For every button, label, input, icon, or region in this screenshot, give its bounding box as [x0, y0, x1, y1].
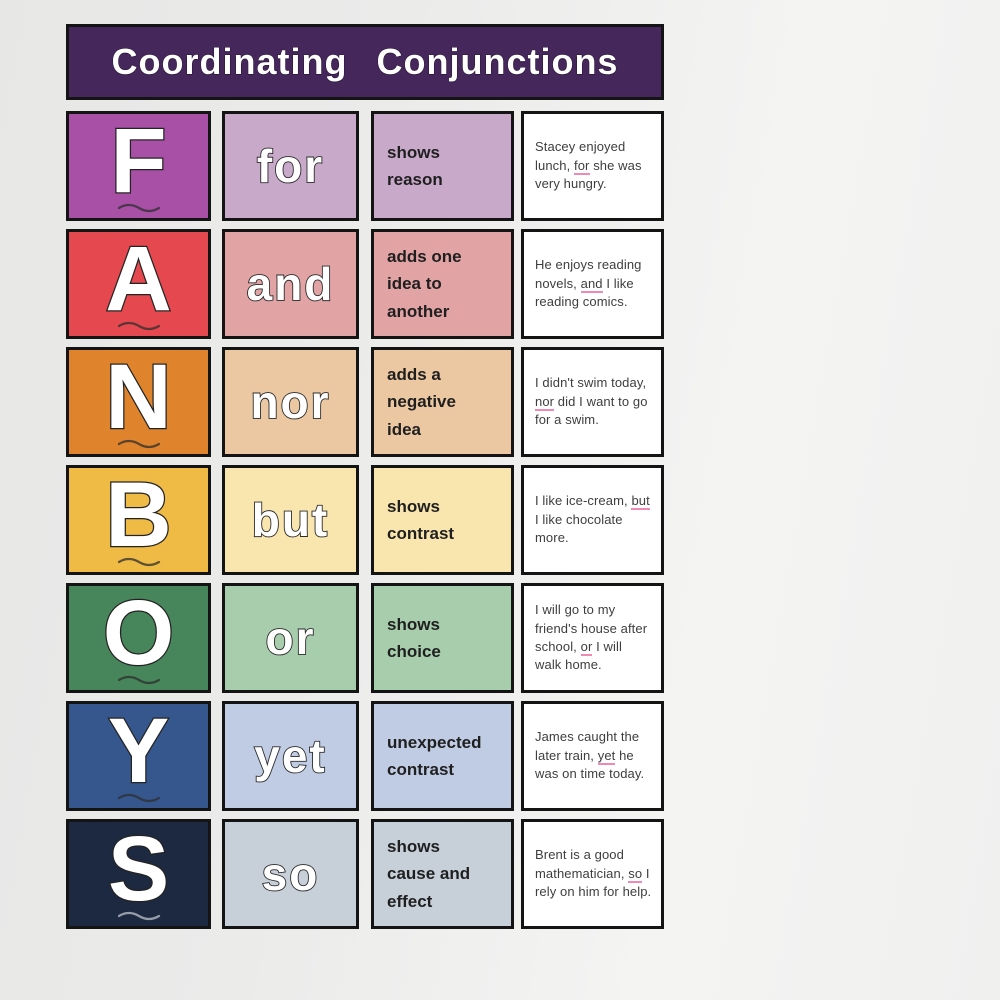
example-keyword: but [631, 493, 650, 511]
letter-s: S [107, 818, 171, 920]
conjunction-word: or [265, 611, 316, 665]
example-keyword: so [628, 865, 643, 883]
letter-f: F [109, 110, 168, 212]
wave-underline-icon [117, 557, 160, 567]
conjunction-word: so [261, 847, 320, 901]
example-after: she was very hungry. [535, 157, 642, 192]
meaning-text: unexpected contrast [387, 732, 482, 779]
conjunction-word: yet [253, 729, 327, 783]
letter-o: O [101, 582, 175, 684]
word-cell-but: but [222, 465, 359, 575]
example-keyword: yet [597, 747, 616, 765]
example-cell-yet: James caught the later train, yet he was… [521, 701, 664, 811]
meaning-text: adds a negative idea [387, 365, 456, 439]
conjunction-word: but [251, 493, 330, 547]
letter-cell-f: F [66, 111, 211, 221]
meaning-text: shows choice [387, 614, 441, 661]
example-before: Brent is a good mathematician, [535, 847, 629, 881]
row-and: A and adds one idea to another He enjoys… [66, 229, 664, 339]
example-after: he was on time today. [535, 747, 645, 782]
conjunction-word: nor [250, 375, 331, 429]
poster-title: Coordinating Conjunctions [111, 40, 619, 82]
letter-cell-s: S [66, 819, 211, 929]
row-or: O or shows choice I will go to my friend… [66, 583, 664, 693]
wave-underline-icon [117, 911, 160, 921]
word-cell-so: so [222, 819, 359, 929]
example-sentence: I didn't swim today, nor did I want to g… [535, 374, 652, 429]
example-cell-nor: I didn't swim today, nor did I want to g… [521, 347, 664, 457]
word-cell-yet: yet [222, 701, 359, 811]
meaning-text: shows contrast [387, 496, 455, 543]
word-cell-or: or [222, 583, 359, 693]
example-cell-for: Stacey enjoyed lunch, for she was very h… [521, 111, 664, 221]
wave-underline-icon [117, 439, 160, 449]
letter-cell-a: A [66, 229, 211, 339]
meaning-cell-so: shows cause and effect [371, 819, 514, 929]
row-yet: Y yet unexpected contrast James caught t… [66, 701, 664, 811]
letter-b: B [104, 464, 173, 566]
row-for: F for shows reason Stacey enjoyed lunch,… [66, 111, 664, 221]
word-cell-nor: nor [222, 347, 359, 457]
example-after: I like chocolate more. [535, 511, 623, 546]
example-keyword: and [580, 275, 603, 293]
example-after: did I want to go for a swim. [535, 393, 648, 428]
example-before: I will go to my friend's house after sch… [535, 602, 648, 654]
row-so: S so shows cause and effect Brent is a g… [66, 819, 664, 929]
example-before: I didn't swim today, [535, 375, 647, 391]
letter-cell-n: N [66, 347, 211, 457]
row-but: B but shows contrast I like ice-cream, b… [66, 465, 664, 575]
example-before: He enjoys reading novels, [535, 257, 642, 291]
fanboys-poster: Coordinating Conjunctions F for shows re… [66, 24, 664, 937]
word-cell-and: and [222, 229, 359, 339]
conjunction-word: and [246, 257, 335, 311]
example-cell-and: He enjoys reading novels, and I like rea… [521, 229, 664, 339]
example-sentence: James caught the later train, yet he was… [535, 728, 652, 783]
letter-cell-o: O [66, 583, 211, 693]
wave-underline-icon [117, 203, 160, 213]
example-keyword: for [574, 157, 590, 175]
example-cell-but: I like ice-cream, but I like chocolate m… [521, 465, 664, 575]
meaning-text: shows reason [387, 142, 443, 189]
example-after: I will walk home. [535, 639, 622, 673]
conjunction-word: for [256, 139, 325, 193]
row-nor: N nor adds a negative idea I didn't swim… [66, 347, 664, 457]
wave-underline-icon [117, 321, 160, 331]
letter-n: N [104, 346, 173, 448]
example-sentence: I like ice-cream, but I like chocolate m… [535, 492, 652, 547]
wave-underline-icon [117, 675, 160, 685]
meaning-cell-but: shows contrast [371, 465, 514, 575]
meaning-cell-for: shows reason [371, 111, 514, 221]
meaning-cell-or: shows choice [371, 583, 514, 693]
letter-cell-b: B [66, 465, 211, 575]
letter-y: Y [107, 700, 171, 802]
example-after: I rely on him for help. [535, 865, 652, 900]
example-keyword: or [580, 639, 593, 656]
example-before: I like ice-cream, [535, 493, 632, 509]
meaning-cell-nor: adds a negative idea [371, 347, 514, 457]
poster-title-bar: Coordinating Conjunctions [66, 24, 664, 100]
meaning-cell-and: adds one idea to another [371, 229, 514, 339]
letter-a: A [104, 228, 173, 330]
example-before: James caught the later train, [535, 729, 640, 763]
example-cell-so: Brent is a good mathematician, so I rely… [521, 819, 664, 929]
example-sentence: Brent is a good mathematician, so I rely… [535, 846, 652, 901]
word-cell-for: for [222, 111, 359, 221]
example-sentence: He enjoys reading novels, and I like rea… [535, 256, 652, 311]
example-sentence: I will go to my friend's house after sch… [535, 601, 652, 675]
example-after: I like reading comics. [535, 275, 634, 310]
letter-cell-y: Y [66, 701, 211, 811]
example-before: Stacey enjoyed lunch, [535, 139, 626, 173]
example-keyword: nor [535, 393, 555, 411]
meaning-cell-yet: unexpected contrast [371, 701, 514, 811]
meaning-text: shows cause and effect [387, 837, 471, 911]
example-cell-or: I will go to my friend's house after sch… [521, 583, 664, 693]
example-sentence: Stacey enjoyed lunch, for she was very h… [535, 138, 652, 193]
wave-underline-icon [117, 793, 160, 803]
meaning-text: adds one idea to another [387, 247, 462, 321]
